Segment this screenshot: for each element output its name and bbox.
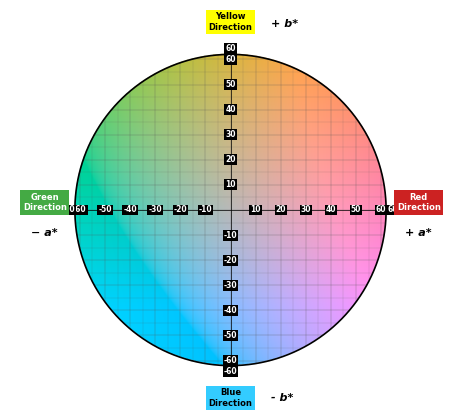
- Text: -30: -30: [224, 281, 237, 290]
- Text: 40: 40: [325, 205, 336, 215]
- Text: 10: 10: [250, 205, 261, 215]
- Text: 60: 60: [376, 205, 386, 215]
- Text: -40: -40: [224, 306, 237, 315]
- Text: -50: -50: [98, 205, 112, 215]
- Text: -50: -50: [224, 331, 237, 340]
- Text: 20: 20: [225, 155, 236, 164]
- Text: 60: 60: [225, 55, 236, 64]
- Text: 60: 60: [225, 44, 236, 52]
- Text: + b*: + b*: [271, 19, 298, 29]
- Text: Blue
Direction: Blue Direction: [208, 388, 253, 407]
- Text: + a*: + a*: [405, 228, 432, 238]
- Text: -40: -40: [123, 205, 137, 215]
- Text: 40: 40: [225, 105, 236, 114]
- Text: − a*: − a*: [31, 228, 58, 238]
- Text: 50: 50: [351, 205, 361, 215]
- Text: Green
Direction: Green Direction: [23, 193, 67, 212]
- Text: 50: 50: [225, 80, 236, 89]
- Text: -60: -60: [224, 368, 237, 376]
- Text: -60: -60: [62, 205, 76, 215]
- Text: -10: -10: [224, 231, 237, 239]
- Text: 20: 20: [276, 205, 286, 215]
- Text: 60: 60: [387, 205, 398, 215]
- Text: 10: 10: [225, 181, 236, 189]
- Text: -60: -60: [224, 356, 237, 365]
- Text: Red
Direction: Red Direction: [397, 193, 441, 212]
- Text: 30: 30: [301, 205, 311, 215]
- Text: -20: -20: [224, 256, 237, 265]
- Text: -30: -30: [148, 205, 162, 215]
- Text: - b*: - b*: [271, 393, 293, 403]
- Text: -60: -60: [73, 205, 87, 215]
- Text: -10: -10: [199, 205, 212, 215]
- Text: 30: 30: [225, 130, 236, 139]
- Text: -20: -20: [173, 205, 187, 215]
- Text: Yellow
Direction: Yellow Direction: [208, 13, 253, 32]
